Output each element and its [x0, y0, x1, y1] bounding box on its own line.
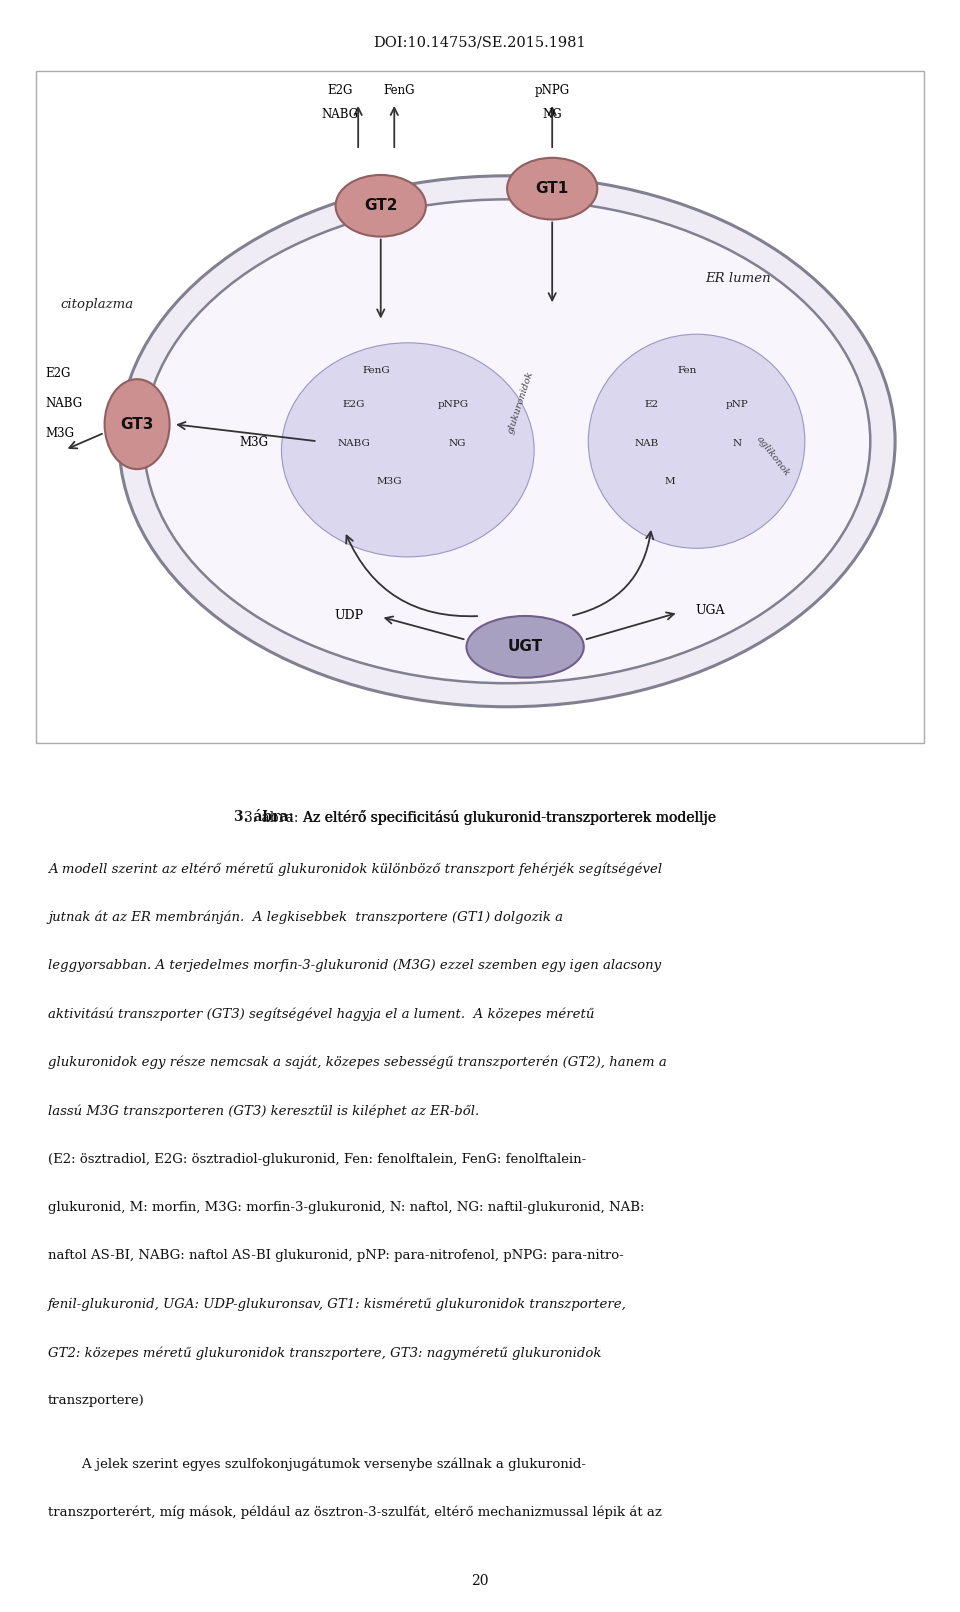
Text: N: N	[732, 438, 742, 448]
Text: M: M	[664, 477, 675, 487]
Text: A modell szerint az eltérő méretű glukuronidok különböző transzport fehérjék seg: A modell szerint az eltérő méretű glukur…	[48, 862, 662, 875]
Text: pNPG: pNPG	[535, 84, 569, 97]
Ellipse shape	[467, 616, 584, 677]
Text: leggyorsabban. A terjedelmes morfin-3-glukuronid (M3G) ezzel szemben egy igen al: leggyorsabban. A terjedelmes morfin-3-gl…	[48, 959, 661, 972]
Ellipse shape	[281, 343, 534, 556]
Text: M3G: M3G	[377, 477, 402, 487]
Text: M3G: M3G	[45, 427, 74, 440]
Ellipse shape	[105, 379, 170, 469]
Text: transzportere): transzportere)	[48, 1394, 145, 1407]
Text: 3. ábra:: 3. ábra:	[234, 809, 294, 824]
Text: (E2: ösztradiol, E2G: ösztradiol-glukuronid, Fen: fenolftalein, FenG: fenolftale: (E2: ösztradiol, E2G: ösztradiol-glukuro…	[48, 1153, 587, 1165]
Text: pNPG: pNPG	[438, 400, 468, 409]
Text: M3G: M3G	[240, 435, 269, 448]
Text: NG: NG	[448, 438, 467, 448]
Text: citoplazma: citoplazma	[60, 298, 133, 311]
Text: aktivitású transzporter (GT3) segítségével hagyja el a lument.  A közepes méretű: aktivitású transzporter (GT3) segítségév…	[48, 1008, 594, 1020]
Ellipse shape	[144, 200, 871, 683]
Text: GT2: közepes méretű glukuronidok transzportere, GT3: nagyméretű glukuronidok: GT2: közepes méretű glukuronidok transzp…	[48, 1346, 601, 1359]
Text: glukuronidok: glukuronidok	[506, 369, 535, 435]
Text: UGA: UGA	[695, 604, 725, 617]
Ellipse shape	[336, 176, 426, 237]
Ellipse shape	[119, 176, 895, 706]
Text: 3. ábra: Az eltérő specificitású glukuronid-transzporterek modellje: 3. ábra: Az eltérő specificitású glukuro…	[244, 809, 716, 825]
Text: lassú M3G transzporteren (GT3) keresztül is kiléphet az ER-ből.: lassú M3G transzporteren (GT3) keresztül…	[48, 1104, 479, 1117]
Text: GT3: GT3	[120, 416, 154, 432]
Ellipse shape	[507, 158, 597, 219]
Text: UGT: UGT	[508, 640, 542, 654]
Text: glukuronid, M: morfin, M3G: morfin-3-glukuronid, N: naftol, NG: naftil-glukuroni: glukuronid, M: morfin, M3G: morfin-3-glu…	[48, 1201, 644, 1214]
Text: Fen: Fen	[678, 366, 697, 374]
Text: fenil-glukuronid, UGA: UDP-glukuronsav, GT1: kisméretű glukuronidok transzporter: fenil-glukuronid, UGA: UDP-glukuronsav, …	[48, 1298, 627, 1311]
Text: E2G: E2G	[327, 84, 353, 97]
Text: GT1: GT1	[536, 181, 569, 197]
Text: 20: 20	[471, 1573, 489, 1588]
Text: pNP: pNP	[726, 400, 749, 409]
Text: jutnak át az ER membránján.  A legkisebbek  transzportere (GT1) dolgozik a: jutnak át az ER membránján. A legkisebbe…	[48, 911, 563, 924]
Text: UDP: UDP	[335, 609, 364, 622]
Text: FenG: FenG	[362, 366, 390, 374]
FancyBboxPatch shape	[36, 71, 924, 743]
Text: GT2: GT2	[364, 198, 397, 213]
Text: NG: NG	[542, 108, 562, 121]
Text: transzporterért, míg mások, például az ösztron-3-szulfát, eltérő mechanizmussal : transzporterért, míg mások, például az ö…	[48, 1506, 661, 1519]
Text: aglikonok: aglikonok	[755, 434, 792, 477]
Text: FenG: FenG	[383, 84, 415, 97]
Text: Az eltérő specificitású glukuronid-transzporterek modellje: Az eltérő specificitású glukuronid-trans…	[299, 809, 716, 825]
Text: A jelek szerint egyes szulfokonjugátumok versenybe szállnak a glukuronid-: A jelek szerint egyes szulfokonjugátumok…	[48, 1457, 586, 1470]
Text: NABG: NABG	[322, 108, 359, 121]
Text: E2G: E2G	[343, 400, 365, 409]
Text: naftol AS-BI, NABG: naftol AS-BI glukuronid, pNP: para-nitrofenol, pNPG: para-ni: naftol AS-BI, NABG: naftol AS-BI glukuro…	[48, 1249, 624, 1262]
Text: E2G: E2G	[45, 368, 70, 380]
Text: E2: E2	[644, 400, 659, 409]
Text: NABG: NABG	[45, 397, 83, 409]
Ellipse shape	[588, 334, 804, 548]
Text: glukuronidok egy része nemcsak a saját, közepes sebességű transzporterén (GT2), : glukuronidok egy része nemcsak a saját, …	[48, 1056, 667, 1069]
Text: DOI:10.14753/SE.2015.1981: DOI:10.14753/SE.2015.1981	[373, 35, 587, 50]
Text: NABG: NABG	[337, 438, 371, 448]
Text: ER lumen: ER lumen	[706, 272, 771, 285]
Text: NAB: NAB	[635, 438, 660, 448]
